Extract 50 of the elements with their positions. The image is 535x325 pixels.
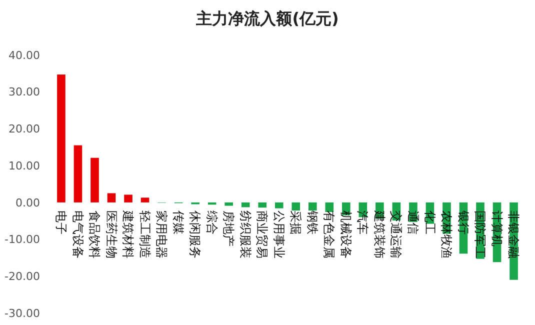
- bar: [107, 193, 116, 202]
- bar: [241, 202, 250, 208]
- x-tick-label: 建筑材料: [121, 209, 136, 258]
- bar: [74, 145, 82, 202]
- x-tick-label: 食品饮料: [88, 210, 102, 258]
- y-tick-label: 40.00: [8, 48, 40, 62]
- x-tick-label: 传媒: [171, 210, 186, 234]
- chart-title: 主力净流入额(亿元): [195, 9, 339, 28]
- x-tick-label: 房地产: [222, 210, 236, 246]
- x-tick-label: 家用电器: [154, 210, 169, 258]
- y-tick-label: -20.00: [4, 270, 40, 283]
- y-tick-label: 20.00: [8, 122, 40, 136]
- bar: [325, 202, 334, 212]
- x-tick-label: 钢铁: [305, 209, 320, 234]
- x-tick-label: 医药生物: [104, 210, 118, 258]
- x-tick-label: 通信: [406, 210, 420, 234]
- bar: [140, 198, 150, 202]
- x-tick-label: 有色金属: [322, 210, 336, 258]
- x-tick-label: 化工: [422, 210, 437, 234]
- y-tick-label: 30.00: [8, 86, 40, 99]
- bar: [57, 74, 66, 202]
- x-tick-label: 休闲服务: [188, 210, 202, 258]
- x-tick-label: 公用事业: [272, 210, 286, 258]
- x-tick-label: 银行: [456, 209, 470, 234]
- x-tick-label: 农林牧渔: [440, 210, 454, 258]
- bar: [292, 202, 300, 211]
- x-tick-label: 商业贸易: [255, 210, 270, 258]
- y-tick-label: 10.00: [8, 159, 40, 172]
- x-tick-label: 交通运输: [389, 210, 404, 258]
- bar: [124, 194, 132, 202]
- x-tick-label: 非银金融: [506, 210, 521, 258]
- x-tick-label: 电气设备: [70, 210, 85, 258]
- x-tick-label: 计算机: [490, 210, 504, 246]
- y-tick-label: -30.00: [4, 306, 40, 320]
- bar: [258, 202, 267, 208]
- bar: [274, 202, 284, 208]
- bar: [90, 158, 99, 202]
- x-tick-label: 建筑装饰: [372, 209, 386, 258]
- y-tick-label: 0.00: [16, 196, 40, 210]
- x-tick-label: 电子: [54, 210, 68, 234]
- x-tick-label: 综合: [204, 210, 219, 234]
- y-tick-label: -10.00: [4, 233, 40, 246]
- x-tick-label: 机械设备: [338, 210, 353, 258]
- bar: [308, 202, 317, 211]
- x-tick-label: 国防军工: [473, 210, 488, 258]
- x-tick-label: 轻工制造: [138, 210, 152, 258]
- bar: [224, 202, 233, 206]
- x-tick-label: 汽车: [356, 210, 370, 234]
- x-tick-label: 采掘: [288, 210, 303, 234]
- x-tick-label: 纺织服装: [238, 210, 252, 258]
